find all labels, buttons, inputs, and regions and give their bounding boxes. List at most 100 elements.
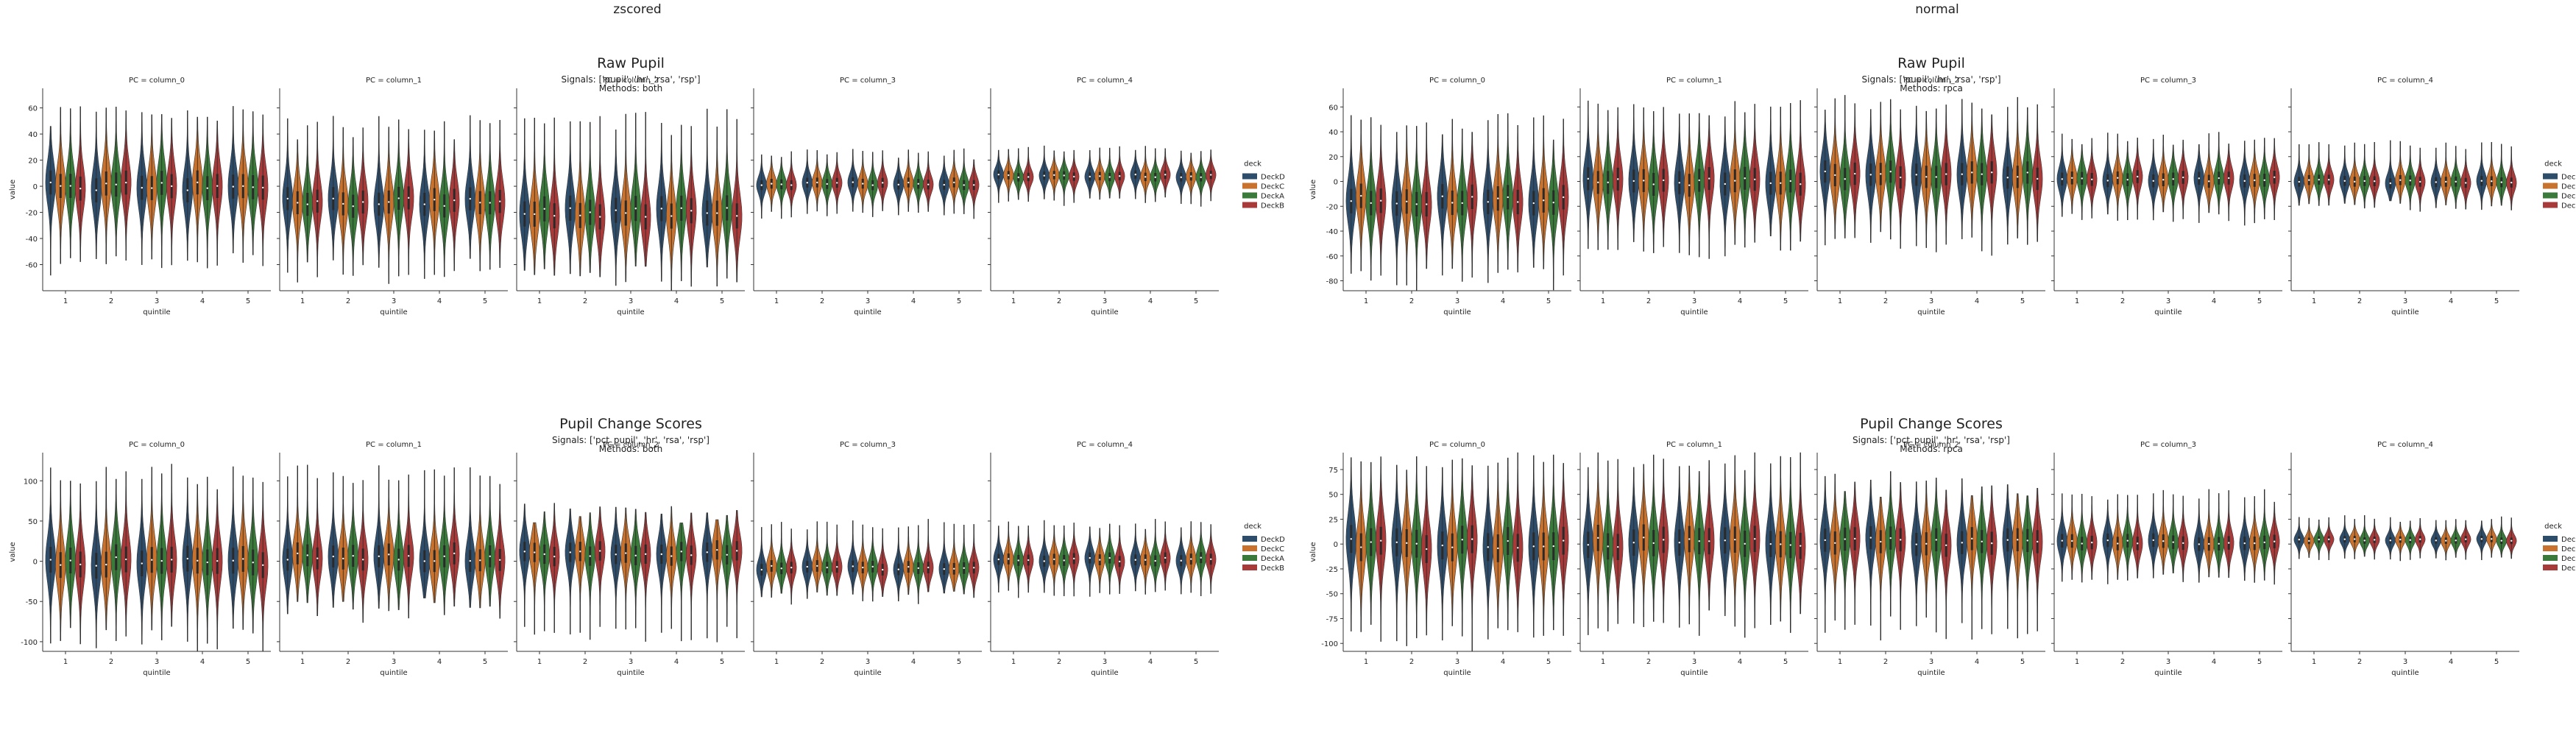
x-tick-label: 3	[629, 297, 633, 305]
violin-median	[836, 182, 838, 184]
violin-median	[1017, 559, 1019, 562]
x-axis-label: quintile	[1917, 669, 1945, 677]
y-tick-label: 60	[1328, 104, 1338, 112]
y-tick-label: -60	[1326, 253, 1338, 261]
y-tick-label: 40	[1328, 129, 1338, 137]
violin-median	[690, 554, 693, 556]
legend-label: DeckC	[1261, 545, 1284, 553]
violin-median	[2389, 182, 2391, 185]
violin-median	[1543, 545, 1545, 548]
violin-median	[1426, 548, 1428, 551]
x-tick-label: 4	[2212, 297, 2216, 305]
facet-0: PC = column_0 -80 -60 -40 -20 0 20 40 60 value 1 2 3…	[1309, 77, 1571, 316]
x-axis-label: quintile	[1091, 669, 1118, 677]
violin-median	[615, 209, 617, 211]
violin-median	[670, 215, 673, 217]
x-tick-label: 1	[1838, 658, 1842, 666]
violin-median	[1154, 176, 1156, 178]
violin-median	[2308, 539, 2310, 542]
x-tick-label: 5	[720, 658, 724, 666]
x-tick-label: 2	[583, 658, 587, 666]
violin-median	[771, 565, 773, 567]
violin-median	[1532, 202, 1535, 205]
violin-median	[2006, 539, 2009, 541]
y-tick-label: 50	[28, 518, 38, 526]
violin-median	[1945, 544, 1947, 547]
legend-swatch-decka	[2543, 555, 2558, 561]
facet-title: PC = column_0	[129, 77, 185, 85]
violin-median	[160, 182, 163, 184]
panel-title: Raw Pupil	[597, 55, 665, 71]
violin-median	[736, 215, 738, 217]
violin-median	[2106, 180, 2109, 182]
violin-median	[816, 181, 818, 184]
x-tick-label: 2	[1646, 297, 1651, 305]
violin-median	[871, 565, 874, 568]
facet-1: PC = column_1 1 2 3 4 5 quintile	[1577, 77, 1808, 316]
violin-median	[2198, 543, 2200, 545]
violin-median	[2071, 177, 2073, 179]
x-tick-label: 5	[1546, 658, 1551, 666]
violin-median	[1406, 200, 1408, 202]
violin-median	[1370, 541, 1372, 543]
x-tick-label: 2	[1409, 658, 1414, 666]
violin-median	[1698, 179, 1700, 182]
x-tick-label: 2	[1883, 297, 1888, 305]
violin-median	[882, 568, 884, 571]
violin-median	[1663, 179, 1665, 182]
x-tick-label: 1	[300, 658, 305, 666]
violin-median	[1724, 539, 1726, 542]
facet-title: PC = column_2	[603, 441, 659, 449]
violin-median	[2274, 540, 2276, 542]
violin-median	[1461, 202, 1463, 205]
violin-median	[2172, 541, 2174, 543]
violin-median	[423, 203, 425, 205]
violin-median	[1643, 180, 1645, 182]
violin-median	[2026, 171, 2028, 174]
violin-median	[216, 185, 219, 187]
y-tick-label: 0	[1334, 541, 1338, 549]
panel-signals: Signals: ['pct_pupil', 'hr', 'rsa', 'rsp…	[1853, 435, 2010, 445]
violin-median	[1869, 537, 1872, 539]
x-tick-label: 4	[1501, 658, 1505, 666]
x-axis-label: quintile	[1680, 669, 1708, 677]
violin-median	[660, 553, 662, 556]
x-axis-label: quintile	[2154, 669, 2182, 677]
violin-median	[716, 548, 718, 551]
violin-median	[232, 185, 234, 188]
violin-median	[2006, 177, 2009, 179]
facet-0: PC = column_0 -60 -40 -20 0 20 40 60 value 1 2 3 4 5 q…	[9, 77, 271, 316]
x-tick-label: 2	[109, 658, 113, 666]
violin-median	[806, 565, 808, 568]
facet-3: PC = column_3 1 2 3 4 5 quintile	[2051, 441, 2282, 677]
violin-median	[1441, 544, 1443, 547]
column-title-zscored: zscored	[613, 2, 661, 17]
violin-median	[1099, 175, 1101, 177]
violin-median	[760, 568, 762, 571]
violin-median	[1617, 178, 1619, 180]
violin-median	[1108, 556, 1111, 559]
facet-title: PC = column_3	[2140, 441, 2196, 449]
violin-median	[670, 555, 673, 557]
violin-median	[543, 208, 545, 210]
violin-median	[1415, 542, 1418, 545]
violin-median	[1961, 542, 1963, 544]
violin-median	[2208, 180, 2210, 183]
violin-median	[362, 201, 364, 203]
violin-median	[1734, 538, 1736, 541]
violin-median	[499, 559, 501, 561]
violin-median	[434, 198, 436, 201]
violin-median	[1089, 175, 1091, 178]
violin-median	[378, 555, 380, 558]
x-tick-label: 3	[1929, 297, 1933, 305]
violin-median	[160, 559, 163, 562]
facet-title: PC = column_0	[1429, 77, 1485, 85]
violin-median	[1497, 547, 1499, 550]
x-tick-label: 3	[1692, 658, 1696, 666]
facet-4: PC = column_4 1 2 3 4 5 quintile	[988, 441, 1219, 677]
violin-median	[726, 553, 728, 556]
violin-median	[197, 559, 199, 562]
legend-swatch-deckc	[2543, 545, 2558, 551]
